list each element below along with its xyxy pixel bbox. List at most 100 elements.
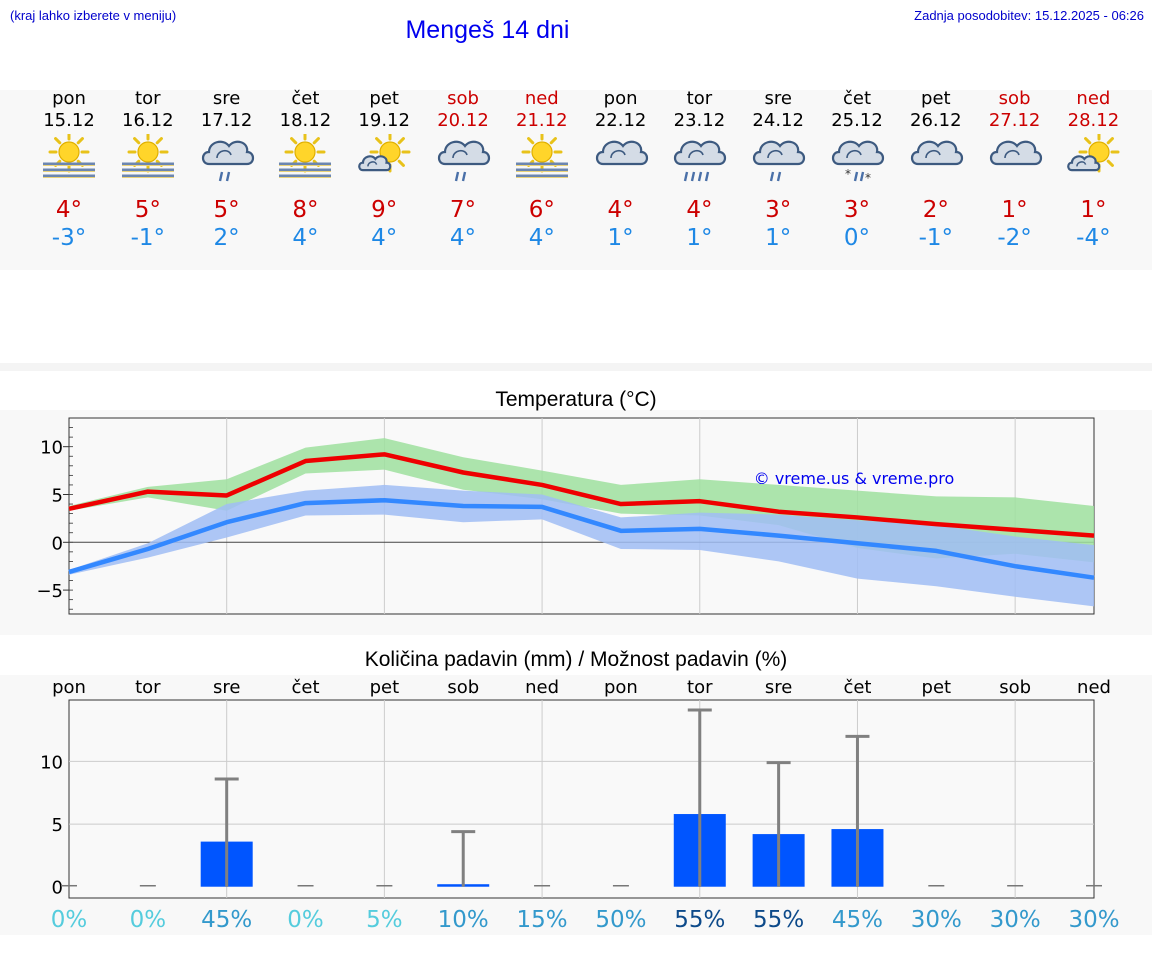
day-column: pon 22.12 4° 1° (581, 88, 661, 252)
min-temp: 4° (292, 225, 319, 251)
precip-probability: 45% (201, 907, 252, 933)
min-temp: 4° (449, 225, 477, 251)
max-temp: 3° (765, 197, 792, 223)
day-column: tor 23.12 4° 1° (659, 88, 739, 252)
fog-sun-icon (279, 134, 332, 178)
precip-probability: 0% (130, 907, 167, 933)
watermark: © vreme.us & vreme.pro (754, 469, 955, 488)
day-date: 20.12 (437, 110, 489, 131)
day-date: 21.12 (516, 110, 568, 131)
precipitation-chart-title: Količina padavin (mm) / Možnost padavin … (364, 648, 788, 671)
precip-probability: 5% (366, 907, 403, 933)
day-date: 16.12 (122, 110, 174, 131)
max-temp: 9° (371, 197, 398, 223)
day-axis-label: ned (525, 677, 559, 698)
day-axis-label: pet (370, 677, 400, 698)
max-temp: 4° (55, 197, 83, 223)
partly-cloudy-icon (358, 134, 411, 173)
svg-text:*: * (845, 167, 851, 181)
max-temp: 1° (1080, 197, 1107, 223)
overcast-icon (989, 140, 1042, 166)
day-column: pon 15.12 4° -3° (29, 88, 109, 252)
min-temp: -1° (130, 225, 166, 251)
cloud-light-rain-icon (437, 140, 491, 182)
day-date: 18.12 (279, 110, 332, 131)
day-axis-label: pon (604, 677, 638, 698)
day-name: pon (603, 88, 638, 109)
max-temp-line (68, 452, 1095, 538)
min-temp: 0° (843, 225, 871, 251)
precip-probability: 30% (911, 907, 962, 933)
day-name: pet (369, 88, 399, 109)
precip-probability: 55% (753, 907, 804, 933)
min-temp: 1° (765, 225, 792, 251)
max-temp: 8° (292, 197, 319, 223)
day-column: pet 26.12 2° -1° (896, 88, 976, 252)
max-temp: 5° (134, 197, 161, 223)
precip-probability: 55% (674, 907, 725, 933)
day-axis-label: čet (292, 677, 320, 698)
precip-probability: 10% (438, 907, 489, 933)
y-tick-label: 0 (52, 533, 63, 554)
precip-probability: 30% (1068, 907, 1119, 933)
min-temp: 2° (213, 225, 240, 251)
min-temp: -2° (997, 225, 1032, 251)
day-name: sob (998, 88, 1031, 109)
precip-probability: 30% (990, 907, 1041, 933)
page-title: Mengeš 14 dni (405, 16, 570, 44)
fog-sun-icon (121, 134, 174, 178)
day-date: 22.12 (594, 110, 647, 131)
day-name: sre (764, 88, 792, 109)
precip-probability: 0% (287, 907, 324, 933)
day-column: ned 28.12 1° -4° (1053, 88, 1133, 252)
day-axis-label: pon (52, 677, 86, 698)
max-temp: 2° (922, 197, 949, 223)
precip-probability: 45% (832, 907, 883, 933)
day-name: čet (291, 88, 320, 109)
temperature-chart-title: Temperatura (°C) (495, 388, 657, 411)
max-temp: 3° (843, 197, 871, 223)
y-tick-label: −5 (36, 581, 63, 602)
overcast-icon (595, 140, 648, 166)
y-tick-label: 0 (52, 878, 63, 899)
min-temp: 4° (371, 225, 398, 251)
day-axis-label: sre (213, 677, 240, 698)
max-temp: 5° (213, 197, 240, 223)
min-temp: -4° (1076, 225, 1111, 251)
min-temp: -3° (51, 225, 87, 251)
overcast-icon (910, 140, 963, 166)
day-axis-label: ned (1077, 677, 1111, 698)
day-axis-label: sre (765, 677, 792, 698)
day-name: tor (135, 88, 161, 109)
day-date: 24.12 (752, 110, 804, 131)
day-column: sre 24.12 3° 1° (738, 88, 818, 252)
day-name: čet (842, 88, 872, 109)
day-date: 19.12 (358, 110, 410, 131)
cloud-light-rain-icon (201, 140, 254, 182)
y-tick-label: 10 (40, 752, 63, 773)
temperature-chart: −5 0 5 10 © vreme.us & vreme.pro (36, 417, 1095, 615)
day-name: ned (1076, 88, 1111, 109)
min-temp: -1° (918, 225, 954, 251)
day-axis-label: tor (687, 677, 713, 698)
day-name: pon (52, 88, 86, 109)
day-column: čet 18.12 8° 4° (265, 88, 345, 252)
max-temp: 4° (686, 197, 713, 223)
day-column: ned 21.12 6° 4° (502, 88, 582, 252)
partly-cloudy-icon (1067, 134, 1120, 173)
day-axis-label: sob (999, 677, 1031, 698)
day-date: 27.12 (988, 110, 1041, 131)
day-date: 26.12 (910, 110, 962, 131)
day-date: 17.12 (200, 110, 253, 131)
day-column: sob 20.12 7° 4° (423, 88, 503, 252)
precipitation-chart: pon tor sre čet pet sob ned pon tor sre čet pet sob n… (40, 677, 1119, 933)
y-tick-label: 5 (52, 485, 63, 506)
min-temp: 1° (607, 225, 634, 251)
day-date: 15.12 (43, 110, 95, 131)
day-axis-label: tor (135, 677, 161, 698)
day-axis-label: sob (447, 677, 479, 698)
day-column: tor 16.12 5° -1° (108, 88, 188, 252)
day-name: ned (524, 88, 559, 109)
min-temp: 4° (528, 225, 555, 251)
day-name: tor (686, 88, 713, 109)
